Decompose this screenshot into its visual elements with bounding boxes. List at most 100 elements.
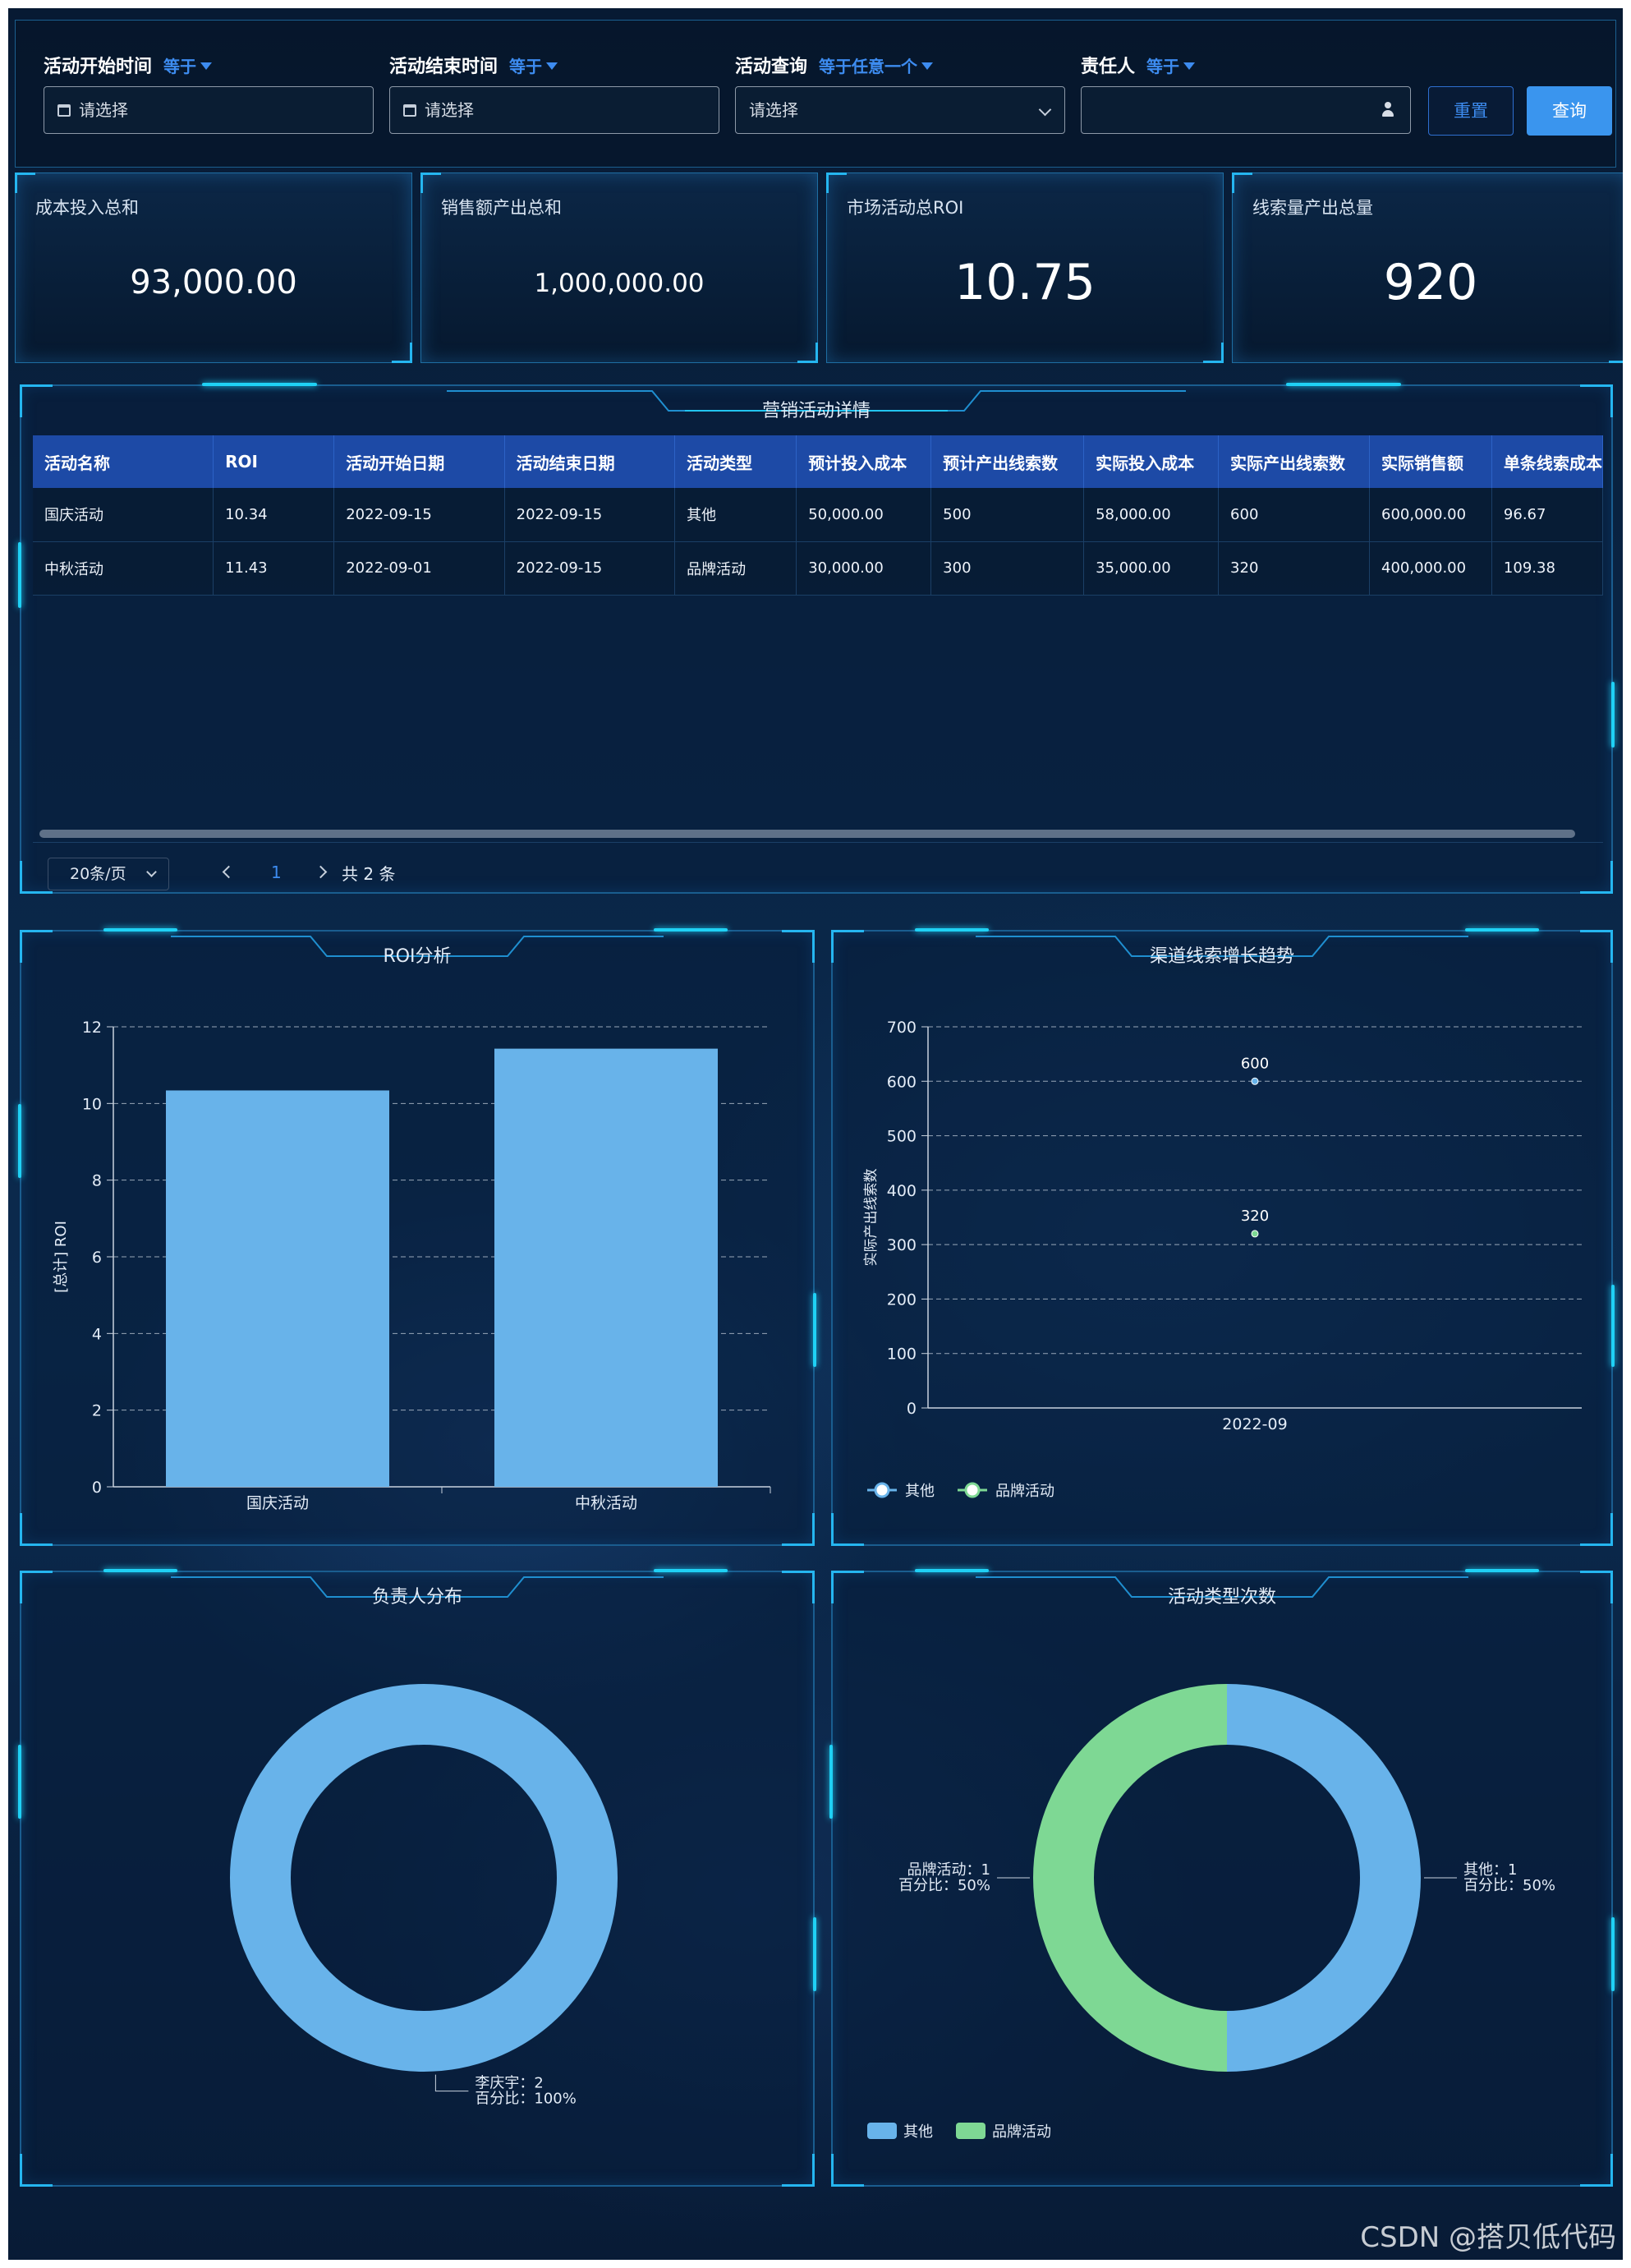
y-tick-label: 200	[887, 1290, 917, 1309]
y-tick-label: 100	[887, 1346, 917, 1364]
panel-title: 营销活动详情	[761, 401, 871, 421]
chevron-down-icon	[1038, 103, 1052, 117]
kpi-card-leads: 线索量产出总量 920	[1232, 173, 1623, 363]
start-date-picker[interactable]: 请选择	[44, 86, 374, 134]
table-cell: 30,000.00	[796, 541, 932, 596]
column-header[interactable]: 活动名称	[33, 435, 214, 488]
y-axis-label: 实际产出线索数	[863, 1169, 880, 1267]
table-row[interactable]: 中秋活动 11.43 2022-09-01 2022-09-15 品牌活动 30…	[33, 541, 1603, 596]
prev-page-icon[interactable]	[222, 865, 236, 879]
legend-label: 其他	[903, 2123, 933, 2141]
filter-operator-dropdown[interactable]: 等于	[1146, 53, 1196, 77]
next-page-icon[interactable]	[314, 865, 328, 879]
slice-percent-label: 百分比：50%	[1463, 1877, 1555, 1894]
total-count: 共 2 条	[342, 864, 396, 884]
activity-select-placeholder: 请选择	[749, 100, 798, 120]
end-date-picker[interactable]: 请选择	[389, 86, 719, 134]
column-header[interactable]: 活动类型	[674, 435, 797, 488]
y-tick-label: 6	[92, 1249, 102, 1267]
table-row[interactable]: 国庆活动 10.34 2022-09-15 2022-09-15 其他 50,0…	[33, 488, 1603, 542]
bar	[494, 1048, 718, 1487]
table-cell: 320	[1218, 541, 1371, 596]
y-tick-label: 300	[887, 1236, 917, 1254]
table-cell: 35,000.00	[1083, 541, 1220, 596]
legend-label: 其他	[905, 1483, 935, 1500]
caret-down-icon	[200, 62, 213, 70]
roi-chart-panel: ROI分析 0 2 4 6 8 10 12 [总计] ROI 国庆活动 中秋活动	[18, 928, 816, 1546]
filter-operator-dropdown[interactable]: 等于任意一个	[819, 53, 934, 77]
activity-select[interactable]: 请选择	[735, 86, 1065, 134]
legend-label: 品牌活动	[995, 1483, 1054, 1500]
title-bracket-decoration	[171, 1576, 664, 1598]
column-header[interactable]: 实际销售额	[1369, 435, 1492, 488]
legend-marker	[964, 1482, 981, 1498]
legend-label: 品牌活动	[992, 2123, 1051, 2141]
panel-title: 渠道线索增长趋势	[1149, 946, 1295, 967]
title-bracket-decoration	[171, 936, 664, 957]
kpi-title: 市场活动总ROI	[847, 198, 964, 218]
slice-label: 其他：1	[1463, 1861, 1517, 1879]
table-cell: 中秋活动	[33, 541, 214, 596]
donut-slice	[1033, 1684, 1227, 2072]
kpi-title: 销售额产出总和	[441, 198, 562, 218]
caret-down-icon	[1183, 62, 1196, 70]
current-page[interactable]: 1	[271, 863, 282, 882]
owner-picker[interactable]	[1081, 86, 1411, 134]
kpi-card-cost: 成本投入总和 93,000.00	[15, 173, 412, 363]
slice-label: 李庆宇：2	[475, 2075, 543, 2092]
filter-bar: 活动开始时间 等于 请选择 活动结束时间 等于 请选择 活动查询 等于任意一个 请选择…	[15, 20, 1616, 168]
column-header[interactable]: 预计产出线索数	[930, 435, 1085, 488]
query-button[interactable]: 查询	[1527, 86, 1612, 136]
filter-activity-query: 活动查询 等于任意一个 请选择	[735, 52, 1065, 134]
column-header[interactable]: 活动结束日期	[504, 435, 676, 488]
watermark: CSDN @搭贝低代码	[1360, 2221, 1616, 2254]
data-table: 活动名称 ROI 活动开始日期 活动结束日期 活动类型 预计投入成本 预计产出线…	[33, 435, 1603, 596]
filter-label: 责任人	[1081, 57, 1136, 77]
y-tick-label: 600	[887, 1073, 917, 1091]
activity-table-panel: 营销活动详情 活动名称 ROI 活动开始日期 活动结束日期 活动类型 预计投入成…	[18, 383, 1615, 894]
trend-chart-panel: 渠道线索增长趋势 0 100 200 300 400 500 600 700 实际产出线索数 20…	[831, 928, 1615, 1546]
legend-swatch	[956, 2123, 985, 2139]
table-cell: 58,000.00	[1083, 488, 1220, 542]
kpi-card-sales: 销售额产出总和 1,000,000.00	[420, 173, 818, 363]
owner-chart-panel: 负责人分布 李庆宇：2 百分比：100%	[18, 1569, 816, 2187]
type-chart-panel: 活动类型次数 其他：1 百分比：50% 品牌活动：1 百分比：50% 其他 品牌活动	[829, 1569, 1615, 2187]
calendar-icon	[403, 104, 416, 117]
filter-end-time: 活动结束时间 等于 请选择	[389, 52, 719, 134]
y-tick-label: 12	[82, 1019, 102, 1037]
kpi-value: 10.75	[954, 254, 1096, 311]
dashboard: 活动开始时间 等于 请选择 活动结束时间 等于 请选择 活动查询 等于任意一个 请选择…	[8, 8, 1623, 2260]
x-tick-label: 2022-09	[1222, 1415, 1287, 1433]
y-tick-label: 0	[907, 1400, 917, 1418]
column-header[interactable]: 实际投入成本	[1083, 435, 1220, 488]
filter-label: 活动开始时间	[44, 57, 153, 77]
table-cell: 300	[930, 541, 1085, 596]
page-size-select[interactable]: 20条/页	[48, 858, 169, 890]
x-tick-label: 国庆活动	[246, 1494, 309, 1512]
column-header[interactable]: 预计投入成本	[796, 435, 932, 488]
table-cell: 11.43	[213, 541, 335, 596]
caret-down-icon	[546, 62, 558, 70]
column-header[interactable]: 单条线索成本	[1491, 435, 1603, 488]
chevron-down-icon	[146, 867, 157, 877]
y-tick-label: 400	[887, 1182, 917, 1200]
filter-operator-dropdown[interactable]: 等于	[509, 53, 558, 77]
horizontal-scrollbar[interactable]	[39, 830, 1575, 838]
pagination: 20条/页 1 共 2 条	[33, 842, 1603, 893]
column-header[interactable]: 活动开始日期	[333, 435, 505, 488]
reset-button[interactable]: 重置	[1428, 86, 1514, 136]
table-cell: 600	[1218, 488, 1371, 542]
donut-slice	[1227, 1684, 1421, 2072]
title-bracket-decoration	[976, 936, 1468, 957]
user-icon	[1381, 102, 1395, 118]
table-cell: 2022-09-15	[504, 541, 676, 596]
table-cell: 96.67	[1491, 488, 1603, 542]
filter-label: 活动查询	[735, 57, 808, 77]
filter-operator-dropdown[interactable]: 等于	[163, 53, 213, 77]
column-header[interactable]: ROI	[213, 435, 335, 488]
y-tick-label: 2	[92, 1402, 102, 1420]
y-axis-label: [总计] ROI	[53, 1221, 70, 1293]
column-header[interactable]: 实际产出线索数	[1218, 435, 1371, 488]
table-cell: 400,000.00	[1369, 541, 1492, 596]
table-cell: 其他	[674, 488, 797, 542]
